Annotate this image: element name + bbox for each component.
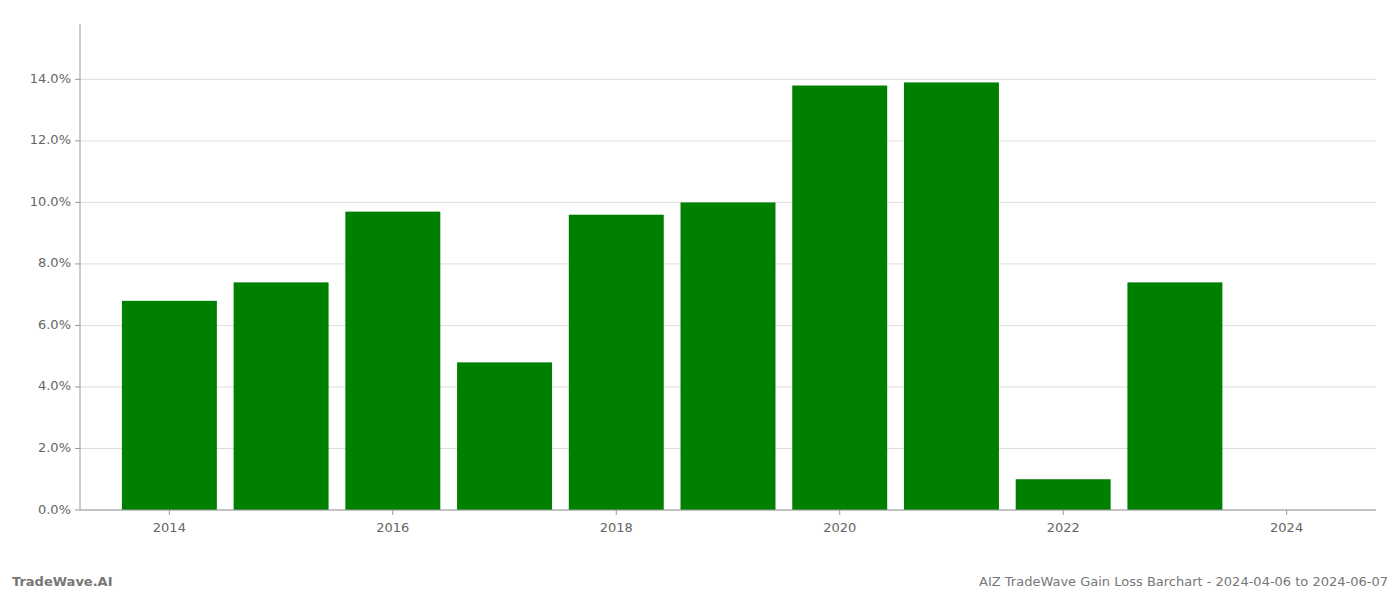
x-tick-label: 2018 — [600, 520, 633, 535]
chart: 0.0%2.0%4.0%6.0%8.0%10.0%12.0%14.0%20142… — [0, 0, 1400, 600]
y-grid — [80, 79, 1376, 510]
background — [0, 0, 1400, 600]
bar — [234, 282, 329, 510]
y-tick — [75, 79, 80, 80]
y-tick-label: 8.0% — [38, 255, 71, 270]
y-tick-label: 10.0% — [30, 194, 71, 209]
bar — [1016, 479, 1111, 510]
bar — [1127, 282, 1222, 510]
x-tick-label: 2024 — [1270, 520, 1303, 535]
y-tick — [75, 386, 80, 387]
y-axis-line — [80, 24, 81, 510]
y-tick-label: 14.0% — [30, 71, 71, 86]
grid-line — [80, 79, 1376, 80]
x-tick — [392, 510, 393, 515]
y-tick-label: 0.0% — [38, 502, 71, 517]
x-tick — [616, 510, 617, 515]
y-tick-label: 12.0% — [30, 132, 71, 147]
bar — [345, 212, 440, 510]
x-tick — [839, 510, 840, 515]
x-tick-label: 2014 — [153, 520, 186, 535]
grid-line — [80, 510, 1376, 511]
bar — [122, 301, 217, 510]
y-tick — [75, 202, 80, 203]
bar — [569, 215, 664, 510]
y-tick-label: 6.0% — [38, 317, 71, 332]
y-tick-label: 4.0% — [38, 378, 71, 393]
y-tick-label: 2.0% — [38, 440, 71, 455]
grid-line — [80, 140, 1376, 141]
y-tick — [75, 448, 80, 449]
brand-label: TradeWave.AI — [12, 574, 113, 589]
bar — [792, 86, 887, 510]
y-tick — [75, 140, 80, 141]
y-tick — [75, 325, 80, 326]
chart-title: AIZ TradeWave Gain Loss Barchart - 2024-… — [979, 574, 1388, 589]
y-tick — [75, 510, 80, 511]
x-tick — [169, 510, 170, 515]
x-tick-label: 2022 — [1047, 520, 1080, 535]
x-axis-line — [80, 510, 1376, 511]
x-tick-label: 2016 — [376, 520, 409, 535]
bar — [904, 82, 999, 510]
y-axis: 0.0% 2.0% 4.0% 6.0% 8.0% 10.0% 12.0% 14.0% — [30, 24, 80, 517]
bars — [122, 82, 1222, 510]
x-tick-label: 2020 — [823, 520, 856, 535]
x-axis: 2014 2016 2018 2020 2022 2024 — [80, 510, 1376, 535]
bar — [457, 362, 552, 510]
x-tick — [1063, 510, 1064, 515]
y-tick — [75, 263, 80, 264]
bar — [681, 202, 776, 510]
x-tick — [1286, 510, 1287, 515]
